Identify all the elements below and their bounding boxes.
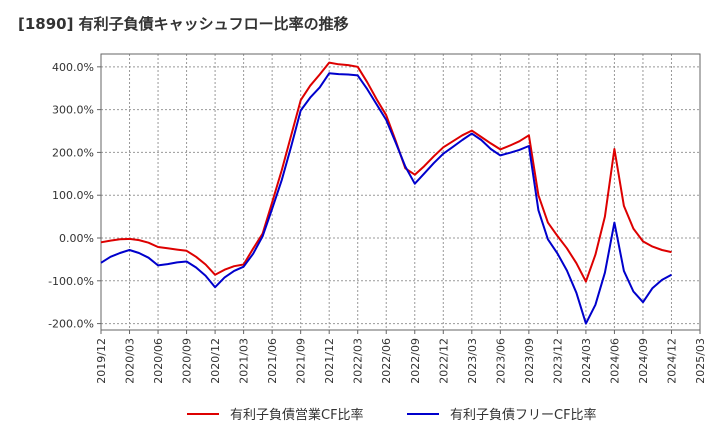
x-tick-label: 2024/06: [608, 338, 621, 384]
x-tick-label: 2025/03: [694, 338, 707, 384]
x-tick-label: 2019/12: [95, 338, 108, 384]
x-tick-label: 2024/12: [665, 338, 678, 384]
x-tick-label: 2022/06: [380, 338, 393, 384]
x-tick-label: 2023/09: [523, 338, 536, 384]
y-tick-label: 300.0%: [52, 104, 94, 117]
y-axis-ticks: 400.0% 300.0% 200.0% 100.0% 0.00% -100.0% -200…: [48, 61, 101, 331]
x-tick-label: 2023/03: [466, 338, 479, 384]
x-tick-label: 2021/12: [323, 338, 336, 384]
x-axis-ticks: 2019/12 2020/03 2020/06 2020/09 2020/12 2021/…: [95, 330, 707, 384]
x-tick-label: 2020/12: [209, 338, 222, 384]
x-tick-label: 2022/09: [409, 338, 422, 384]
x-tick-label: 2024/09: [637, 338, 650, 384]
x-tick-label: 2021/06: [266, 338, 279, 384]
y-tick-label: 0.00%: [59, 232, 94, 245]
x-tick-label: 2023/12: [551, 338, 564, 384]
legend-label: 有利子負債営業CF比率: [230, 407, 364, 423]
legend-label: 有利子負債フリーCF比率: [450, 407, 597, 423]
y-tick-label: 200.0%: [52, 146, 94, 159]
series-lines: [100, 61, 672, 325]
x-tick-label: 2020/06: [152, 338, 165, 384]
chart-title: [1890] 有利子負債キャッシュフロー比率の推移: [18, 15, 349, 33]
x-tick-label: 2023/06: [494, 338, 507, 384]
gridlines: [100, 54, 701, 330]
x-tick-label: 2020/03: [124, 338, 137, 384]
x-tick-label: 2020/09: [181, 338, 194, 384]
free-cf-ratio-line: [100, 72, 672, 325]
y-tick-label: -200.0%: [48, 318, 94, 331]
x-tick-label: 2024/03: [580, 338, 593, 384]
legend: 有利子負債営業CF比率 有利子負債フリーCF比率: [187, 407, 597, 423]
y-tick-label: 400.0%: [52, 61, 94, 74]
x-tick-label: 2022/12: [437, 338, 450, 384]
x-tick-label: 2021/09: [295, 338, 308, 384]
y-tick-label: -100.0%: [48, 275, 94, 288]
plot-area-frame: [100, 53, 701, 331]
operating-cf-ratio-line: [100, 61, 672, 283]
y-tick-label: 100.0%: [52, 189, 94, 202]
x-tick-label: 2022/03: [352, 338, 365, 384]
x-tick-label: 2021/03: [238, 338, 251, 384]
